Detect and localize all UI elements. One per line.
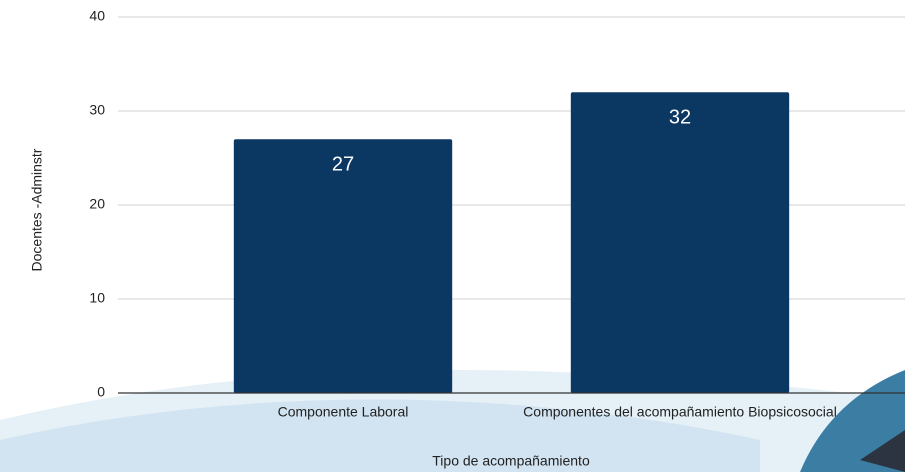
data-label: 27 <box>332 153 354 175</box>
y-tick-label: 40 <box>89 8 105 24</box>
x-tick-label: Componentes del acompañamiento Biopsicos… <box>523 404 837 420</box>
bar <box>570 92 790 393</box>
y-tick-label: 0 <box>97 384 105 400</box>
y-tick-label: 30 <box>89 102 105 118</box>
bar <box>233 139 453 393</box>
background-decoration <box>0 370 905 472</box>
y-axis-title: Docentes -Adminstr <box>29 148 45 271</box>
y-tick-label: 10 <box>89 290 105 306</box>
x-tick-label: Componente Laboral <box>278 404 409 420</box>
x-axis-title: Tipo de acompañamiento <box>432 453 590 469</box>
data-label: 32 <box>669 106 691 128</box>
y-tick-label: 20 <box>89 196 105 212</box>
